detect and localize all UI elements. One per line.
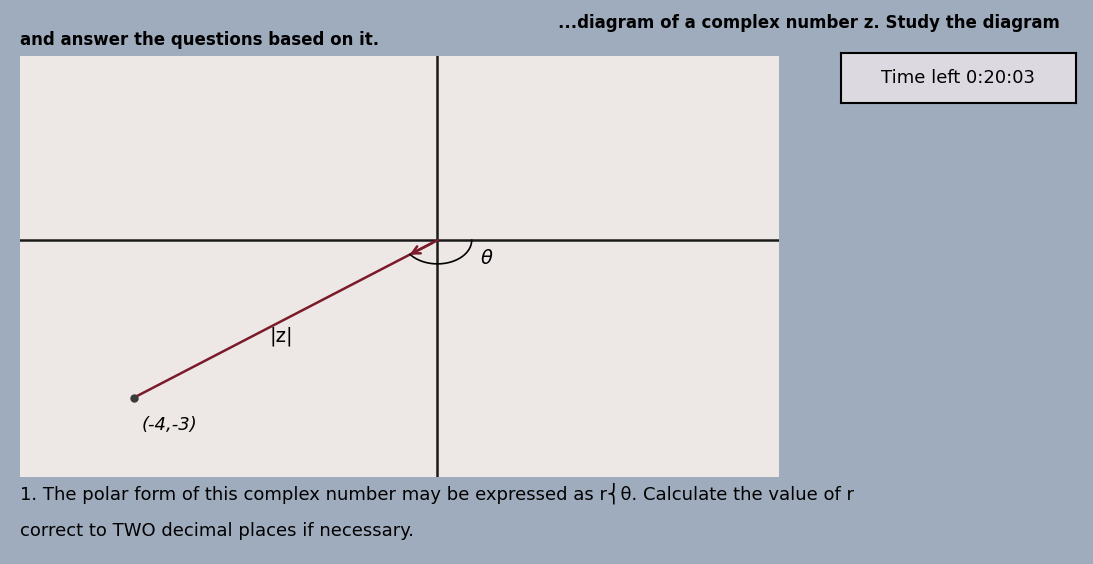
Text: (-4,-3): (-4,-3)	[141, 416, 197, 434]
Text: Time left 0:20:03: Time left 0:20:03	[881, 69, 1035, 87]
Text: correct to TWO decimal places if necessary.: correct to TWO decimal places if necessa…	[20, 522, 413, 540]
Text: θ: θ	[481, 249, 493, 268]
Text: ...diagram of a complex number z. Study the diagram: ...diagram of a complex number z. Study …	[559, 14, 1060, 32]
Text: 1. The polar form of this complex number may be expressed as r⎨θ. Calculate the : 1. The polar form of this complex number…	[20, 482, 854, 504]
Text: and answer the questions based on it.: and answer the questions based on it.	[20, 31, 379, 49]
Text: |z|: |z|	[269, 326, 293, 346]
